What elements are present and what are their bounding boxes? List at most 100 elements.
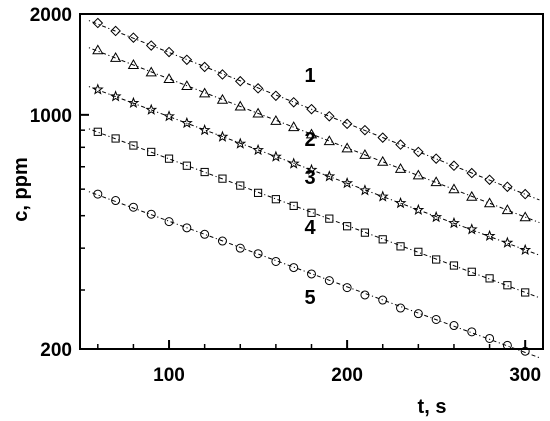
triangle-marker bbox=[270, 114, 282, 125]
square-marker bbox=[378, 235, 387, 244]
circle-marker bbox=[235, 243, 245, 253]
y-axis-title: c, ppm bbox=[10, 157, 32, 221]
triangle-marker bbox=[181, 80, 193, 91]
fit-line-4 bbox=[88, 128, 540, 299]
triangle-marker bbox=[359, 148, 371, 159]
star-marker bbox=[430, 210, 443, 223]
square-marker bbox=[93, 127, 102, 136]
triangle-marker bbox=[377, 155, 389, 166]
triangle-marker bbox=[305, 128, 318, 139]
circle-marker bbox=[93, 189, 103, 199]
circle-marker bbox=[378, 295, 388, 305]
diamond-marker bbox=[110, 25, 121, 37]
series-label-1: 1 bbox=[304, 65, 315, 87]
star-marker bbox=[287, 157, 300, 169]
star-marker bbox=[180, 116, 193, 129]
circle-marker bbox=[467, 327, 477, 337]
circle-marker bbox=[182, 223, 192, 233]
star-marker bbox=[519, 243, 532, 256]
square-marker bbox=[307, 208, 316, 217]
star-marker bbox=[394, 196, 407, 209]
circle-marker bbox=[431, 314, 441, 324]
square-marker bbox=[449, 261, 459, 270]
star-marker bbox=[501, 236, 514, 248]
star-marker bbox=[323, 170, 336, 182]
triangle-marker bbox=[323, 135, 335, 146]
square-marker bbox=[485, 274, 494, 283]
triangle-marker bbox=[483, 197, 496, 208]
square-marker bbox=[503, 281, 512, 290]
triangle-marker bbox=[430, 176, 442, 187]
y-tick-label: 2000 bbox=[30, 5, 72, 26]
square-marker bbox=[236, 181, 245, 190]
diamond-marker bbox=[163, 46, 175, 58]
square-marker bbox=[182, 161, 191, 170]
fit-line-5 bbox=[88, 191, 540, 359]
diamond-marker bbox=[341, 118, 353, 130]
star-marker bbox=[216, 130, 229, 142]
diamond-marker bbox=[430, 153, 442, 164]
triangle-marker bbox=[163, 73, 175, 84]
square-marker bbox=[253, 188, 263, 197]
star-marker bbox=[234, 137, 247, 149]
triangle-marker bbox=[109, 51, 122, 62]
diamond-marker bbox=[502, 181, 513, 193]
square-marker bbox=[147, 147, 156, 157]
circle-marker bbox=[360, 290, 370, 300]
triangle-marker bbox=[92, 44, 104, 55]
triangle-marker bbox=[412, 169, 425, 180]
square-marker bbox=[218, 174, 227, 183]
series-label-2: 2 bbox=[304, 129, 315, 151]
circle-marker bbox=[449, 321, 459, 331]
diamond-marker bbox=[270, 90, 282, 102]
diamond-marker bbox=[484, 174, 495, 186]
triangle-marker bbox=[448, 183, 460, 194]
triangle-marker bbox=[145, 66, 157, 77]
star-marker bbox=[305, 163, 318, 175]
diamond-marker bbox=[466, 167, 478, 179]
circle-marker bbox=[217, 236, 227, 246]
circle-marker bbox=[289, 263, 299, 273]
triangle-marker bbox=[466, 190, 478, 201]
square-marker bbox=[396, 242, 405, 251]
star-marker bbox=[341, 176, 354, 189]
square-marker bbox=[271, 195, 280, 204]
star-marker bbox=[358, 184, 371, 196]
square-marker bbox=[360, 228, 370, 237]
diamond-marker bbox=[128, 32, 139, 43]
square-marker bbox=[521, 288, 530, 297]
star-marker bbox=[483, 229, 496, 241]
star-marker bbox=[91, 83, 104, 95]
circle-marker bbox=[253, 249, 263, 259]
square-marker bbox=[343, 222, 352, 231]
circle-marker bbox=[164, 217, 174, 227]
star-marker bbox=[465, 223, 478, 235]
square-marker bbox=[200, 167, 209, 177]
axis-ticks: 100 200 300 200 1000 2000 bbox=[30, 5, 541, 386]
square-marker bbox=[111, 134, 120, 143]
circle-marker bbox=[111, 196, 121, 206]
diamond-marker bbox=[377, 132, 389, 143]
star-marker bbox=[376, 190, 389, 202]
triangle-marker bbox=[501, 204, 514, 215]
triangle-marker bbox=[234, 100, 246, 111]
star-marker bbox=[412, 203, 425, 216]
x-tick-label: 100 bbox=[153, 365, 185, 386]
series-5: 5 bbox=[88, 189, 540, 359]
circle-marker bbox=[307, 269, 316, 279]
diamond-marker bbox=[413, 146, 424, 158]
star-marker bbox=[109, 90, 122, 102]
square-marker bbox=[467, 267, 476, 276]
square-marker bbox=[129, 141, 138, 150]
series-4: 4 bbox=[88, 127, 540, 299]
diamond-marker bbox=[306, 103, 317, 115]
diamond-marker bbox=[324, 111, 335, 122]
circle-marker bbox=[271, 256, 281, 266]
diamond-marker bbox=[359, 124, 371, 136]
diamond-marker bbox=[217, 69, 228, 80]
diamond-marker bbox=[448, 160, 460, 172]
square-marker bbox=[289, 201, 298, 210]
series-3: 3 bbox=[88, 83, 540, 256]
circle-marker bbox=[128, 202, 138, 212]
